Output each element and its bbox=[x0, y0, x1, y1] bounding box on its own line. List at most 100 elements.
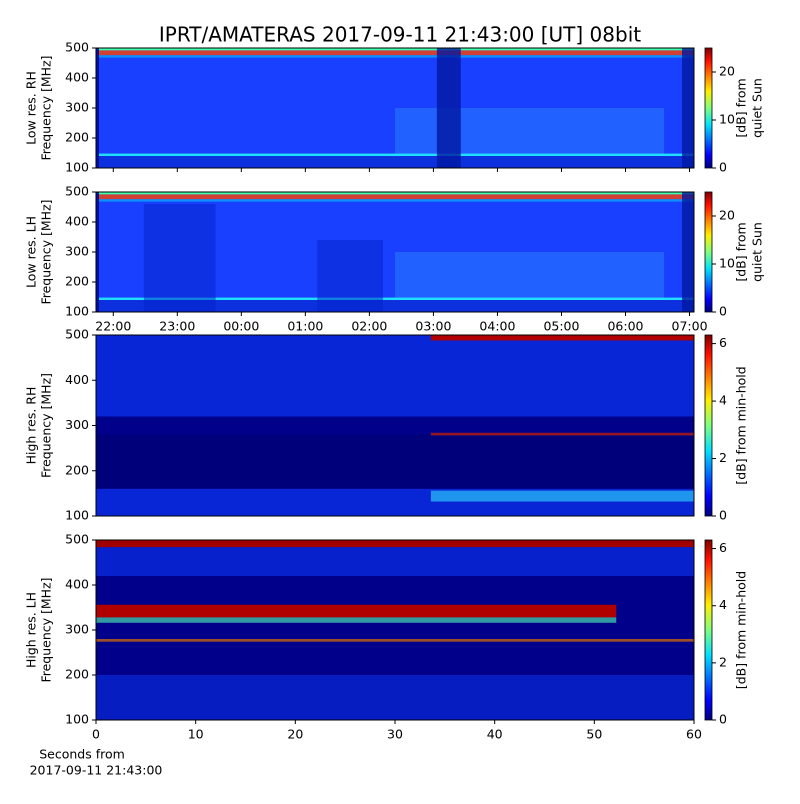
y-tick-label: 400 bbox=[65, 70, 89, 85]
colorbar-tick-label: 0 bbox=[719, 508, 727, 523]
y-tick-label: 500 bbox=[65, 184, 89, 199]
y-axis-label: Low res. RH bbox=[24, 71, 39, 145]
y-tick-label: 500 bbox=[65, 327, 89, 342]
y-tick-label: 300 bbox=[65, 622, 89, 637]
spectrogram-band bbox=[395, 108, 665, 154]
x-tick-label: 03:00 bbox=[415, 319, 451, 334]
y-axis-label: High res. LH bbox=[24, 592, 39, 668]
x-tick-label: 04:00 bbox=[479, 319, 515, 334]
spectrogram-band bbox=[96, 540, 694, 548]
y-tick-label: 400 bbox=[65, 372, 89, 387]
y-axis-label: High res. RH bbox=[24, 387, 39, 465]
y-axis-label: Frequency [MHz] bbox=[39, 373, 54, 478]
x-tick-label: 00:00 bbox=[223, 319, 259, 334]
colorbar-tick-label: 6 bbox=[719, 540, 727, 555]
y-tick-label: 200 bbox=[65, 462, 89, 477]
colorbar-tick-label: 0 bbox=[719, 712, 727, 727]
colorbar-tick-label: 2 bbox=[719, 654, 727, 669]
spectrogram-band bbox=[96, 297, 694, 300]
colorbar-label: [dB] from bbox=[734, 222, 749, 281]
y-tick-label: 500 bbox=[65, 532, 89, 547]
spectrogram-band bbox=[96, 434, 694, 489]
colorbar-label: quiet Sun bbox=[750, 222, 765, 282]
colorbar bbox=[704, 191, 713, 313]
x-tick-label: 0 bbox=[92, 727, 100, 742]
y-tick-label: 200 bbox=[65, 274, 89, 289]
y-tick-label: 200 bbox=[65, 130, 89, 145]
colorbar-tick-label: 20 bbox=[719, 64, 735, 79]
colorbar-label: [dB] from bbox=[734, 78, 749, 137]
x-tick-label: 40 bbox=[487, 727, 503, 742]
spectrogram-band bbox=[395, 252, 665, 298]
spectrogram-band bbox=[96, 50, 694, 56]
colorbar-tick-label: 4 bbox=[719, 393, 727, 408]
x-tick-label: 30 bbox=[387, 727, 403, 742]
colorbar-tick-label: 10 bbox=[719, 256, 735, 271]
colorbar-label: [dB] from min-hold bbox=[734, 366, 749, 484]
y-axis-label: Frequency [MHz] bbox=[39, 55, 54, 160]
spectrogram bbox=[96, 48, 694, 168]
spectrogram-band bbox=[96, 194, 694, 200]
colorbar bbox=[704, 334, 713, 517]
y-tick-label: 100 bbox=[65, 304, 89, 319]
y-tick-label: 300 bbox=[65, 244, 89, 259]
spectrogram-band bbox=[430, 490, 694, 502]
x-tick-label: 10 bbox=[188, 727, 204, 742]
spectrogram-band bbox=[682, 192, 694, 312]
spectrogram-band bbox=[682, 48, 694, 168]
y-tick-label: 300 bbox=[65, 417, 89, 432]
spectrogram-band bbox=[430, 335, 694, 341]
x-tick-label: 23:00 bbox=[159, 319, 195, 334]
y-tick-label: 500 bbox=[65, 40, 89, 55]
y-tick-label: 100 bbox=[65, 712, 89, 727]
y-tick-label: 400 bbox=[65, 214, 89, 229]
y-tick-label: 400 bbox=[65, 577, 89, 592]
colorbar-tick-label: 10 bbox=[719, 112, 735, 127]
spectrogram-band bbox=[96, 335, 694, 417]
spectrogram-band bbox=[96, 153, 694, 156]
spectrogram-band bbox=[96, 300, 694, 312]
spectrogram-band bbox=[96, 199, 694, 202]
x-tick-label: 05:00 bbox=[543, 319, 579, 334]
y-axis-label: Low res. LH bbox=[24, 216, 39, 288]
spectrogram-band bbox=[96, 604, 617, 618]
y-tick-label: 300 bbox=[65, 100, 89, 115]
x-tick-label: 01:00 bbox=[287, 319, 323, 334]
spectrogram-band bbox=[143, 204, 216, 312]
spectrogram-band bbox=[96, 48, 99, 168]
colorbar-tick-label: 2 bbox=[719, 450, 727, 465]
x-tick-label: 22:00 bbox=[95, 319, 131, 334]
y-axis-label: Frequency [MHz] bbox=[39, 199, 54, 304]
colorbar-tick-label: 0 bbox=[719, 160, 727, 175]
x-axis-label: Seconds from bbox=[39, 747, 125, 762]
spectrogram-band bbox=[96, 48, 694, 51]
spectrogram-band bbox=[96, 55, 694, 58]
colorbar-tick-label: 20 bbox=[719, 208, 735, 223]
colorbar-tick-label: 4 bbox=[719, 597, 727, 612]
colorbar bbox=[704, 539, 713, 721]
colorbar-label: quiet Sun bbox=[750, 78, 765, 138]
x-tick-label: 20 bbox=[287, 727, 303, 742]
spectrogram-band bbox=[96, 639, 694, 642]
x-tick-label: 60 bbox=[686, 727, 702, 742]
spectrogram-band bbox=[430, 432, 694, 436]
x-tick-label: 50 bbox=[586, 727, 602, 742]
x-axis-label: 2017-09-11 21:43:00 bbox=[30, 763, 163, 778]
y-tick-label: 100 bbox=[65, 160, 89, 175]
colorbar-label: [dB] from min-hold bbox=[734, 571, 749, 689]
x-tick-label: 02:00 bbox=[351, 319, 387, 334]
spectrogram-band bbox=[96, 156, 694, 168]
colorbar bbox=[704, 47, 713, 169]
colorbar-tick-label: 6 bbox=[719, 335, 727, 350]
spectrogram-band bbox=[96, 617, 617, 623]
spectrogram-band bbox=[96, 192, 99, 312]
y-axis-label: Frequency [MHz] bbox=[39, 577, 54, 682]
spectrogram-band bbox=[96, 192, 694, 195]
colorbar-tick-label: 0 bbox=[719, 304, 727, 319]
x-tick-label: 07:00 bbox=[672, 319, 708, 334]
x-tick-label: 06:00 bbox=[607, 319, 643, 334]
chart-title: IPRT/AMATERAS 2017-09-11 21:43:00 [UT] 0… bbox=[159, 23, 641, 47]
y-tick-label: 100 bbox=[65, 508, 89, 523]
spectrogram-band bbox=[96, 675, 694, 720]
